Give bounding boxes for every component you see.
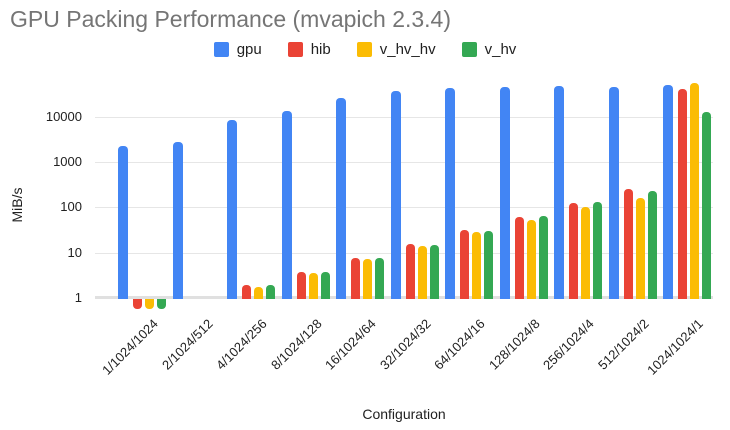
bar-v_hv_hv-16/1024/64[interactable]	[363, 258, 372, 299]
bar-v_hv_hv-256/1024/4[interactable]	[581, 206, 590, 299]
bar-hib-8/1024/128[interactable]	[296, 272, 306, 299]
legend-label: hib	[310, 41, 331, 58]
bar-v_hv-16/1024/64[interactable]	[375, 258, 384, 299]
x-tick-label: 64/1024/16	[431, 316, 489, 373]
bar-hib-32/1024/32[interactable]	[405, 244, 415, 299]
x-tick-label: 256/1024/4	[540, 316, 598, 373]
bar-gpu-1/1024/1024[interactable]	[118, 146, 128, 299]
bar-v_hv-32/1024/32[interactable]	[429, 244, 439, 299]
x-tick-label: 32/1024/32	[376, 316, 434, 373]
bar-gpu-2/1024/512[interactable]	[172, 142, 183, 299]
bar-gpu-32/1024/32[interactable]	[390, 90, 401, 299]
bar-v_hv_hv-32/1024/32[interactable]	[417, 246, 427, 299]
x-tick-label: 16/1024/64	[322, 316, 380, 373]
gridline	[95, 116, 713, 118]
bar-hib-64/1024/16[interactable]	[460, 230, 469, 299]
bar-hib-256/1024/4[interactable]	[569, 203, 578, 299]
bar-v_hv_hv-1024/1024/1[interactable]	[690, 83, 699, 299]
legend-item-v_hv: v_hv	[461, 41, 517, 58]
bar-gpu-8/1024/128[interactable]	[281, 110, 292, 299]
gridline	[95, 162, 713, 164]
bar-hib-16/1024/64[interactable]	[351, 258, 360, 299]
bar-v_hv_hv-128/1024/8[interactable]	[526, 219, 536, 299]
bar-gpu-4/1024/256[interactable]	[227, 120, 237, 299]
x-tick-label: 2/1024/512	[158, 316, 216, 373]
bar-gpu-512/1024/2[interactable]	[608, 87, 619, 299]
legend-label: v_hv_hv	[379, 41, 436, 58]
x-tick-label: 8/1024/128	[267, 316, 325, 373]
y-tick-label: 10000	[45, 108, 82, 124]
bar-v_hv-8/1024/128[interactable]	[320, 271, 330, 299]
bar-v_hv_hv-8/1024/128[interactable]	[308, 272, 318, 299]
bar-v_hv-512/1024/2[interactable]	[647, 191, 657, 299]
y-tick-label: 10	[67, 244, 82, 260]
bar-gpu-1024/1024/1[interactable]	[663, 85, 673, 299]
bar-hib-4/1024/256[interactable]	[242, 285, 251, 299]
bar-v_hv-64/1024/16[interactable]	[484, 231, 493, 299]
bar-hib-1024/1024/1[interactable]	[678, 88, 687, 299]
x-axis-baseline	[95, 296, 713, 299]
x-tick-label: 512/1024/2	[594, 316, 652, 373]
legend-item-gpu: gpu	[213, 41, 262, 58]
bar-v_hv_hv-64/1024/16[interactable]	[472, 232, 481, 299]
bar-gpu-128/1024/8[interactable]	[499, 86, 510, 299]
y-tick-label: 100	[60, 199, 82, 215]
y-tick-label: 1000	[53, 154, 82, 170]
bar-v_hv-128/1024/8[interactable]	[538, 215, 548, 299]
bar-hib-128/1024/8[interactable]	[514, 216, 524, 299]
bar-v_hv-256/1024/4[interactable]	[593, 202, 602, 299]
legend: gpu hib v_hv_hv v_hv	[0, 41, 730, 58]
x-tick-label: 4/1024/256	[213, 316, 271, 373]
bar-hib-512/1024/2[interactable]	[623, 189, 633, 299]
legend-item-hib: hib	[287, 41, 331, 58]
x-tick-label: 1/1024/1024	[99, 316, 162, 378]
legend-label: v_hv	[484, 41, 517, 58]
gridline	[95, 252, 713, 254]
bar-v_hv_hv-512/1024/2[interactable]	[635, 197, 645, 299]
legend-item-v_hv_hv: v_hv_hv	[356, 41, 436, 58]
bar-v_hv_hv-4/1024/256[interactable]	[254, 287, 263, 299]
legend-swatch	[287, 42, 303, 57]
bar-v_hv_hv-1/1024/1024[interactable]	[145, 299, 154, 309]
legend-swatch	[356, 42, 372, 57]
y-tick-label: 1	[74, 290, 82, 305]
legend-swatch	[461, 42, 477, 57]
chart-title: GPU Packing Performance (mvapich 2.3.4)	[10, 6, 452, 32]
bar-hib-1/1024/1024[interactable]	[133, 299, 142, 309]
bar-v_hv-1024/1024/1[interactable]	[702, 111, 711, 299]
legend-swatch	[213, 42, 229, 57]
legend-label: gpu	[236, 41, 262, 58]
x-axis-title: Configuration	[362, 406, 446, 422]
gridline	[95, 207, 713, 209]
bar-v_hv-1/1024/1024[interactable]	[157, 299, 166, 309]
x-tick-label: 1024/1024/1	[644, 316, 707, 378]
bar-gpu-64/1024/16[interactable]	[445, 87, 455, 299]
bar-gpu-256/1024/4[interactable]	[554, 85, 564, 299]
x-tick-label: 128/1024/8	[485, 316, 543, 373]
bar-gpu-16/1024/64[interactable]	[336, 98, 346, 299]
bar-v_hv-4/1024/256[interactable]	[266, 285, 275, 299]
